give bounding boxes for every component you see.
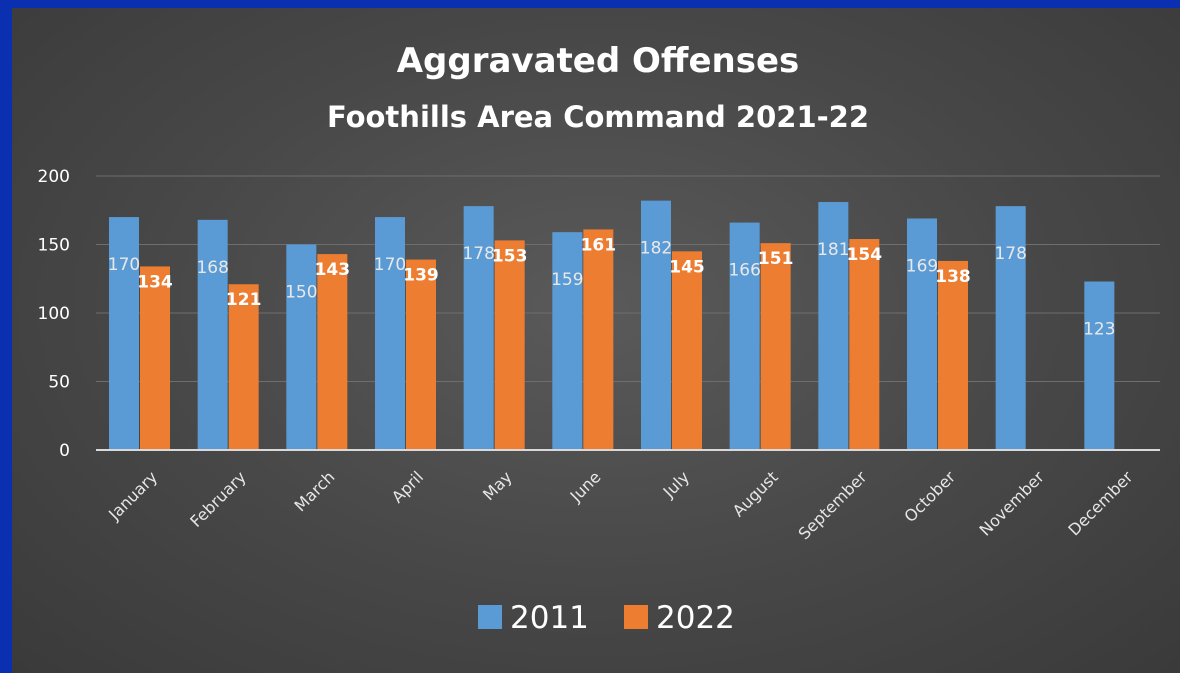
data-label-2022: 139 [403, 266, 439, 286]
legend-swatch [478, 605, 502, 629]
data-label-2011: 170 [374, 255, 406, 275]
bar-2022 [672, 251, 702, 450]
data-label-2022: 151 [758, 249, 794, 269]
x-tick-label: July [659, 467, 693, 501]
y-tick-label: 100 [38, 304, 70, 324]
legend-label: 2011 [510, 600, 589, 636]
bar-2022 [849, 239, 880, 450]
bar-2011 [109, 217, 139, 450]
bar-2011 [375, 217, 405, 450]
chart-title: Aggravated Offenses [397, 41, 800, 81]
x-tick-label: May [479, 467, 516, 504]
data-label-2011: 169 [906, 256, 938, 276]
x-tick-label: December [1064, 467, 1136, 539]
chart-subtitle: Foothills Area Command 2021-22 [327, 100, 869, 134]
legend-label: 2022 [656, 600, 735, 636]
data-label-2011: 159 [551, 270, 583, 290]
data-label-2011: 168 [196, 258, 228, 278]
data-label-2022: 121 [226, 290, 262, 310]
x-tick-label: September [795, 467, 871, 543]
y-tick-label: 200 [38, 167, 70, 187]
gridlines [96, 175, 1160, 382]
bar-2011 [552, 232, 583, 450]
x-tick-label: June [566, 467, 605, 506]
data-label-2011: 166 [728, 261, 760, 281]
bar-2022 [317, 254, 348, 450]
data-label-2011: 123 [1083, 319, 1115, 339]
data-label-2022: 138 [935, 267, 971, 287]
bar-2022 [140, 266, 170, 450]
x-tick-label: August [729, 467, 782, 520]
bar-2011 [729, 222, 760, 450]
legend-swatch [624, 605, 648, 629]
legend: 2011 2022 [478, 600, 735, 636]
bar-2022 [406, 259, 436, 450]
bar-2022 [583, 229, 614, 450]
data-label-2022: 153 [492, 246, 528, 266]
bar-2011 [907, 218, 937, 450]
bar-2011 [1084, 281, 1115, 450]
y-tick-label: 150 [38, 236, 70, 256]
data-label-2022: 143 [315, 260, 351, 280]
bar-2011 [818, 202, 849, 450]
data-label-2011: 170 [108, 255, 140, 275]
bar-2022 [760, 243, 791, 450]
data-label-2022: 161 [581, 235, 617, 255]
x-tick-label: March [291, 467, 339, 515]
bar-2011 [995, 206, 1026, 450]
data-label-2011: 150 [285, 283, 317, 303]
data-label-2011: 178 [462, 244, 494, 264]
x-tick-label: October [900, 467, 959, 526]
bars [109, 200, 1115, 450]
data-label-2022: 154 [847, 245, 883, 265]
bar-2022 [938, 260, 968, 450]
x-tick-label: January [104, 467, 161, 524]
data-label-2022: 134 [137, 272, 173, 292]
bar-2022 [494, 240, 525, 450]
data-label-2011: 181 [817, 240, 849, 260]
bar-2011 [286, 244, 317, 450]
bar-2011 [463, 206, 494, 450]
bar-2011 [197, 219, 228, 450]
x-tick-label: February [186, 467, 250, 531]
x-tick-label: April [388, 467, 427, 506]
bar-2022 [228, 284, 259, 450]
data-label-2011: 178 [994, 244, 1026, 264]
y-tick-label: 0 [59, 441, 70, 461]
data-label-2011: 182 [640, 239, 672, 259]
data-label-2022: 145 [669, 257, 705, 277]
bar-2011 [641, 200, 671, 450]
x-tick-label: November [976, 467, 1049, 540]
y-tick-label: 50 [48, 373, 70, 393]
